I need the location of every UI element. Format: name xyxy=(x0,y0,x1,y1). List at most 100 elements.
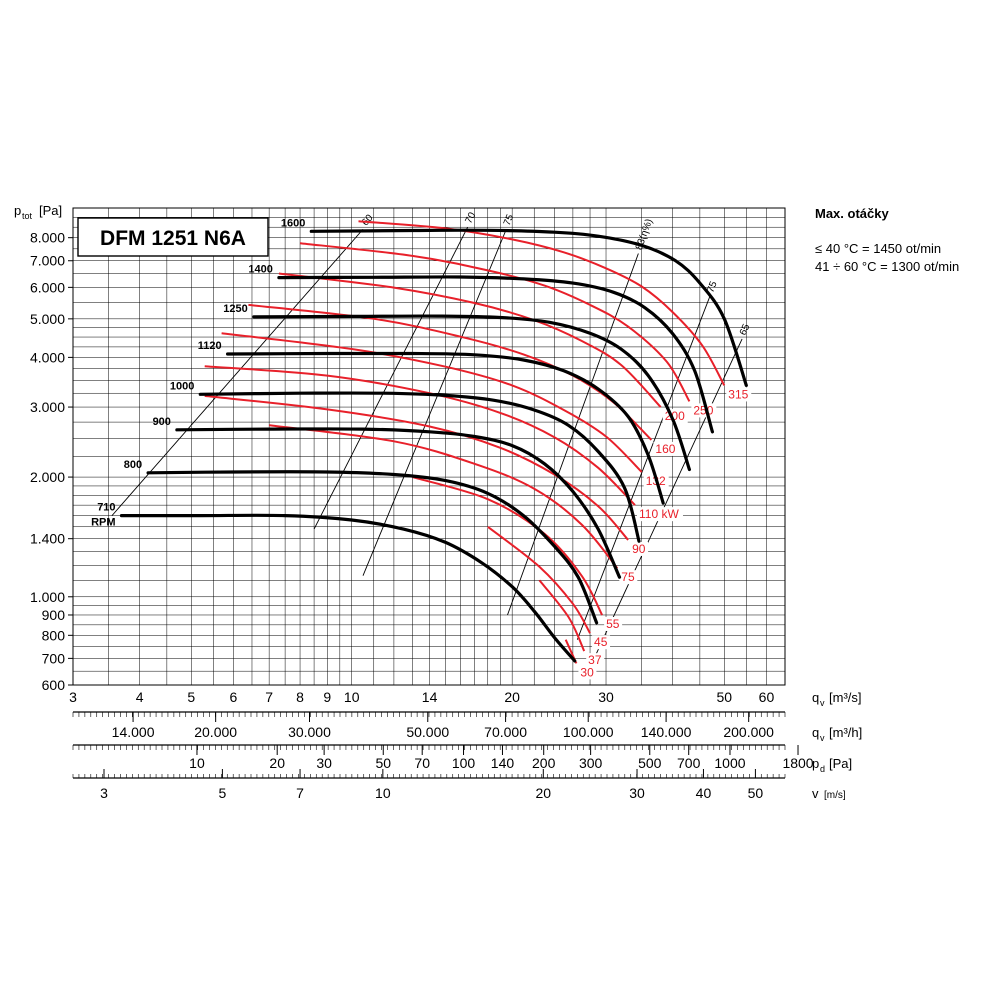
x-tick-label: 30 xyxy=(598,689,614,705)
y-axis-unit: [Pa] xyxy=(39,203,62,218)
x-tick-label: 8 xyxy=(296,689,304,705)
x-axis-title-3: v [m/s] xyxy=(812,786,846,801)
x-tick-label: 7 xyxy=(265,689,273,705)
fan-curve-rpm-label: 800 xyxy=(124,459,142,471)
efficiency-label: 70 xyxy=(463,210,478,225)
efficiency-line xyxy=(507,253,639,616)
x-axis-title-label: p xyxy=(812,756,819,771)
chart-title-box: DFM 1251 N6A xyxy=(77,217,269,257)
power-line xyxy=(412,476,603,616)
max-speed-line-2: 41 ÷ 60 °C = 1300 ot/min xyxy=(815,259,960,274)
max-speed-line-1: ≤ 40 °C = 1450 ot/min xyxy=(815,241,942,256)
y-axis-title: p tot [Pa] xyxy=(14,203,62,221)
power-label-bg xyxy=(592,635,611,650)
y-tick-label: 6.000 xyxy=(30,279,65,295)
y-tick-label: 5.000 xyxy=(30,311,65,327)
fan-curve xyxy=(277,275,714,434)
power-label: 45 xyxy=(594,635,608,649)
fan-curve xyxy=(146,470,599,625)
secondary-axis-tick-label: 10 xyxy=(189,755,205,771)
power-label: 250 xyxy=(693,403,713,417)
x-tick-label: 9 xyxy=(323,689,331,705)
secondary-axis-tick-label: 30.000 xyxy=(288,724,331,740)
fan-curve xyxy=(309,228,748,387)
x-tick-label: 60 xyxy=(759,689,775,705)
efficiency-line xyxy=(593,338,743,659)
y-tick-label: 1.400 xyxy=(30,531,65,547)
plot-frame xyxy=(72,207,786,686)
x-axis-title-2: p d [Pa] xyxy=(812,756,852,774)
secondary-axis-tick-label: 20 xyxy=(269,755,285,771)
y-tick-label: 7.000 xyxy=(30,253,65,269)
power-line xyxy=(248,303,653,441)
x-axis-title-unit: [m/s] xyxy=(824,790,846,801)
secondary-axis-tick-label: 5 xyxy=(218,785,226,801)
power-line xyxy=(278,272,662,408)
secondary-axis-tick-label: 30 xyxy=(629,785,645,801)
secondary-axis-tick-label: 200 xyxy=(532,755,556,771)
y-tick-label: 8.000 xyxy=(30,230,65,246)
power-label-bg xyxy=(578,665,597,680)
secondary-axis-tick-label: 100 xyxy=(452,755,476,771)
fan-curve xyxy=(252,314,691,472)
y-tick-label: 3.000 xyxy=(30,399,65,415)
power-line xyxy=(268,424,619,569)
fan-curve-rpm-label: 900 xyxy=(153,416,171,428)
chart-title: DFM 1251 N6A xyxy=(100,227,246,250)
secondary-axis-tick-label: 1000 xyxy=(714,755,745,771)
secondary-axis-tick-label: 140.000 xyxy=(641,724,692,740)
power-label: 160 xyxy=(655,442,675,456)
secondary-axis-tick-label: 70 xyxy=(414,755,430,771)
x-axis-title-sub: d xyxy=(820,764,825,774)
fan-curve-rpm-label: 1400 xyxy=(248,264,272,276)
y-tick-label: 800 xyxy=(42,627,66,643)
secondary-axis-tick-label: 7 xyxy=(296,785,304,801)
secondary-axis-tick-label: 50.000 xyxy=(406,724,449,740)
x-axis-title-0: q v [m³/s] xyxy=(812,690,862,708)
fan-curve xyxy=(175,427,622,579)
fan-curve-rpm-label: 1000 xyxy=(170,380,194,392)
power-label-bg xyxy=(636,507,683,522)
chart-labels: 600 700 800 900 1.000 1.400 2.000 3.000 4.000 5.0… xyxy=(30,230,862,801)
secondary-axis-tick-label: 3 xyxy=(100,785,108,801)
secondary-axis-tick-label: 30 xyxy=(316,755,332,771)
power-label: 37 xyxy=(588,653,602,667)
secondary-axis-tick-label: 200.000 xyxy=(723,724,774,740)
efficiency-label: 75 xyxy=(705,280,719,295)
x-axis-title-sub: v xyxy=(820,698,825,708)
secondary-axis-tick-label: 100.000 xyxy=(563,724,614,740)
secondary-axis-tick-label: 50 xyxy=(375,755,391,771)
power-label: 30 xyxy=(580,665,594,679)
y-tick-label: 900 xyxy=(42,607,66,623)
power-label-bg xyxy=(726,387,752,402)
power-label-bg xyxy=(586,653,605,668)
fan-curve xyxy=(198,391,641,543)
power-label-bg xyxy=(691,403,717,418)
power-label: 75 xyxy=(621,570,635,584)
secondary-axis-tick-label: 20 xyxy=(536,785,552,801)
y-tick-label: 1.000 xyxy=(30,589,65,605)
x-tick-label: 4 xyxy=(136,689,144,705)
y-tick-label: 4.000 xyxy=(30,349,65,365)
y-tick-label: 2.000 xyxy=(30,469,65,485)
power-line xyxy=(538,579,586,652)
fan-curve-rpm-label: 1120 xyxy=(198,340,222,352)
efficiency-label: 60 xyxy=(360,212,376,228)
x-axis-title-unit: [Pa] xyxy=(829,756,852,771)
x-tick-label: 6 xyxy=(230,689,238,705)
secondary-axis-tick-label: 10 xyxy=(375,785,391,801)
power-line xyxy=(299,242,691,402)
y-axis-label-sub: tot xyxy=(22,211,33,221)
fan-curve xyxy=(226,351,665,505)
x-axis-title-unit: [m³/s] xyxy=(829,690,862,705)
secondary-axis-tick-label: 140 xyxy=(491,755,515,771)
x-tick-label: 14 xyxy=(422,689,438,705)
x-axis-title-label: q xyxy=(812,725,819,740)
secondary-axis-tick-label: 14.000 xyxy=(112,724,155,740)
power-label-bg xyxy=(653,441,679,456)
axes xyxy=(68,237,799,779)
x-tick-label: 3 xyxy=(69,689,77,705)
fan-curve xyxy=(119,513,577,663)
fan-curve-rpm-unit: RPM xyxy=(91,517,115,529)
